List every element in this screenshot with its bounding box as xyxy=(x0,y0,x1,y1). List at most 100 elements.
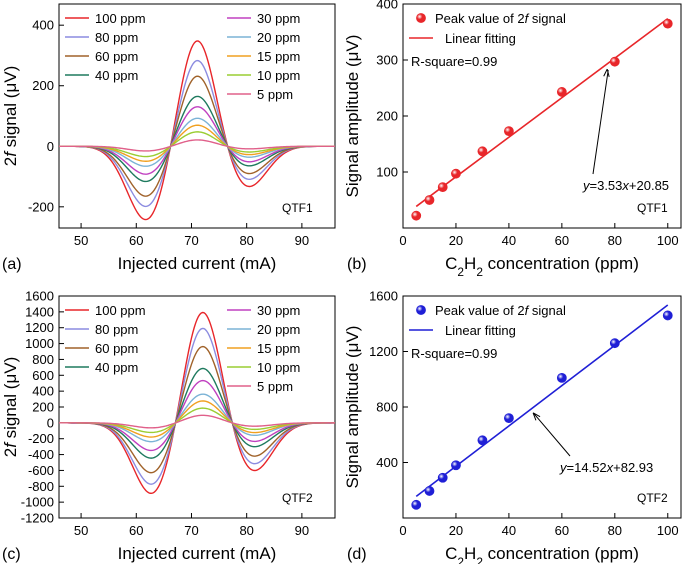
x-tick-label: 50 xyxy=(74,233,88,248)
y-tick-label: 300 xyxy=(376,53,398,68)
x-tick-label: 20 xyxy=(449,233,463,248)
y-tick-label: -1000 xyxy=(21,495,54,510)
legend-label: 5 ppm xyxy=(257,379,293,394)
y-tick-label: 1600 xyxy=(25,289,54,304)
legend-label: Peak value of 2f signal xyxy=(435,303,566,318)
data-point xyxy=(477,435,488,446)
annotation-arrow-head xyxy=(532,412,541,421)
legend-label: 10 ppm xyxy=(257,360,300,375)
data-point xyxy=(451,460,461,471)
x-tick-label: 100 xyxy=(657,523,679,538)
series-line-10-ppm xyxy=(59,131,335,158)
y-tick-label: 0 xyxy=(47,415,54,430)
y-tick-label: -600 xyxy=(28,463,54,478)
x-axis-label: Injected current (mA) xyxy=(118,544,277,563)
x-tick-label: 80 xyxy=(608,523,622,538)
panel-tag: QTF2 xyxy=(637,491,668,505)
legend-label: 80 ppm xyxy=(95,322,138,337)
y-tick-label: -800 xyxy=(28,479,54,494)
legend-label: 30 ppm xyxy=(257,11,300,26)
y-axis-label: 2f signal (μV) xyxy=(1,357,20,458)
data-point xyxy=(424,486,435,496)
panel-label: (a) xyxy=(2,256,22,273)
series-line-40-ppm xyxy=(59,95,335,183)
series-line-100-ppm xyxy=(59,40,335,221)
x-tick-label: 60 xyxy=(129,523,143,538)
y-tick-label: 200 xyxy=(32,78,54,93)
annotation-arrow xyxy=(592,70,609,175)
data-point xyxy=(451,168,461,179)
legend-label: 10 ppm xyxy=(257,68,300,83)
legend-label: Peak value of 2f signal xyxy=(435,11,566,26)
y-tick-label: 200 xyxy=(32,400,54,415)
legend: 100 ppm 80 ppm 60 ppm 40 ppm 30 ppm 20 ppm 15 … xyxy=(65,303,300,394)
legend-label: 15 ppm xyxy=(257,341,300,356)
legend-label: Linear fitting xyxy=(445,31,516,46)
y-tick-label: 800 xyxy=(32,352,54,367)
y-tick-label: 100 xyxy=(376,165,398,180)
x-tick-label: 40 xyxy=(502,523,516,538)
series-line-15-ppm xyxy=(59,400,335,438)
x-tick-label: 70 xyxy=(184,523,198,538)
series-line-20-ppm xyxy=(59,393,335,443)
legend-label: 100 ppm xyxy=(95,11,146,26)
y-axis-label: 2f signal (μV) xyxy=(1,66,20,167)
y-tick-label: 1200 xyxy=(25,320,54,335)
data-point xyxy=(411,210,422,221)
legend-label: 5 ppm xyxy=(257,87,293,102)
x-tick-label: 80 xyxy=(239,523,253,538)
data-point xyxy=(437,182,448,193)
legend-label: 100 ppm xyxy=(95,303,146,318)
equation-label: y=14.52x+82.93 xyxy=(559,460,653,475)
annotation-arrow-head xyxy=(603,68,610,77)
x-tick-label: 40 xyxy=(502,233,516,248)
r-square-label: R-square=0.99 xyxy=(411,346,497,361)
series-group xyxy=(59,40,335,221)
x-tick-label: 80 xyxy=(608,233,622,248)
chart-panel-0: 50 60 70 80 90 -200 0 200 400 Injected current (m… xyxy=(1,3,336,273)
series-line-60-ppm xyxy=(59,75,335,197)
y-tick-label: 400 xyxy=(32,18,54,33)
data-point xyxy=(556,372,567,383)
panel-label: (b) xyxy=(347,256,367,273)
data-point xyxy=(437,472,448,483)
y-tick-label: 1600 xyxy=(369,289,398,304)
series-group xyxy=(59,311,335,495)
series-line-40-ppm xyxy=(59,367,335,459)
data-point xyxy=(411,499,422,510)
y-tick-label: 600 xyxy=(32,368,54,383)
x-tick-label: 50 xyxy=(74,523,88,538)
chart-panel-1: 0 20 40 60 80 100 100 200 300 400 C2H2 concentrati… xyxy=(343,0,682,279)
x-tick-label: 100 xyxy=(657,233,679,248)
x-tick-label: 80 xyxy=(239,233,253,248)
r-square-label: R-square=0.99 xyxy=(411,54,497,69)
legend-label: 40 ppm xyxy=(95,68,138,83)
y-tick-label: 0 xyxy=(47,139,54,154)
x-tick-label: 90 xyxy=(295,233,309,248)
y-tick-label: 200 xyxy=(376,109,398,124)
x-axis-label: Injected current (mA) xyxy=(118,254,277,273)
legend-label: 20 ppm xyxy=(257,30,300,45)
panel-label: (c) xyxy=(2,546,21,563)
x-tick-label: 0 xyxy=(399,523,406,538)
legend-label: 20 ppm xyxy=(257,322,300,337)
legend-label: 40 ppm xyxy=(95,360,138,375)
panel-tag: QTF1 xyxy=(282,201,313,215)
legend-label: 60 ppm xyxy=(95,341,138,356)
x-tick-label: 60 xyxy=(555,523,569,538)
panel-tag: QTF1 xyxy=(637,201,668,215)
legend-label: 15 ppm xyxy=(257,49,300,64)
y-tick-label: 800 xyxy=(376,400,398,415)
y-tick-label: -400 xyxy=(28,447,54,462)
data-point xyxy=(504,126,514,137)
x-tick-label: 60 xyxy=(129,233,143,248)
annotation-arrow xyxy=(533,413,571,457)
legend-label: Linear fitting xyxy=(445,323,516,338)
x-tick-label: 0 xyxy=(399,233,406,248)
legend-label: 80 ppm xyxy=(95,30,138,45)
legend: 100 ppm 80 ppm 60 ppm 40 ppm 30 ppm 20 ppm 15 … xyxy=(65,11,300,102)
legend-label: 30 ppm xyxy=(257,303,300,318)
data-point xyxy=(477,146,488,157)
series-line-60-ppm xyxy=(59,345,335,474)
